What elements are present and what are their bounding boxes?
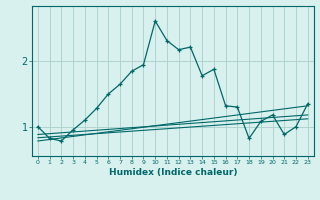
- X-axis label: Humidex (Indice chaleur): Humidex (Indice chaleur): [108, 168, 237, 177]
